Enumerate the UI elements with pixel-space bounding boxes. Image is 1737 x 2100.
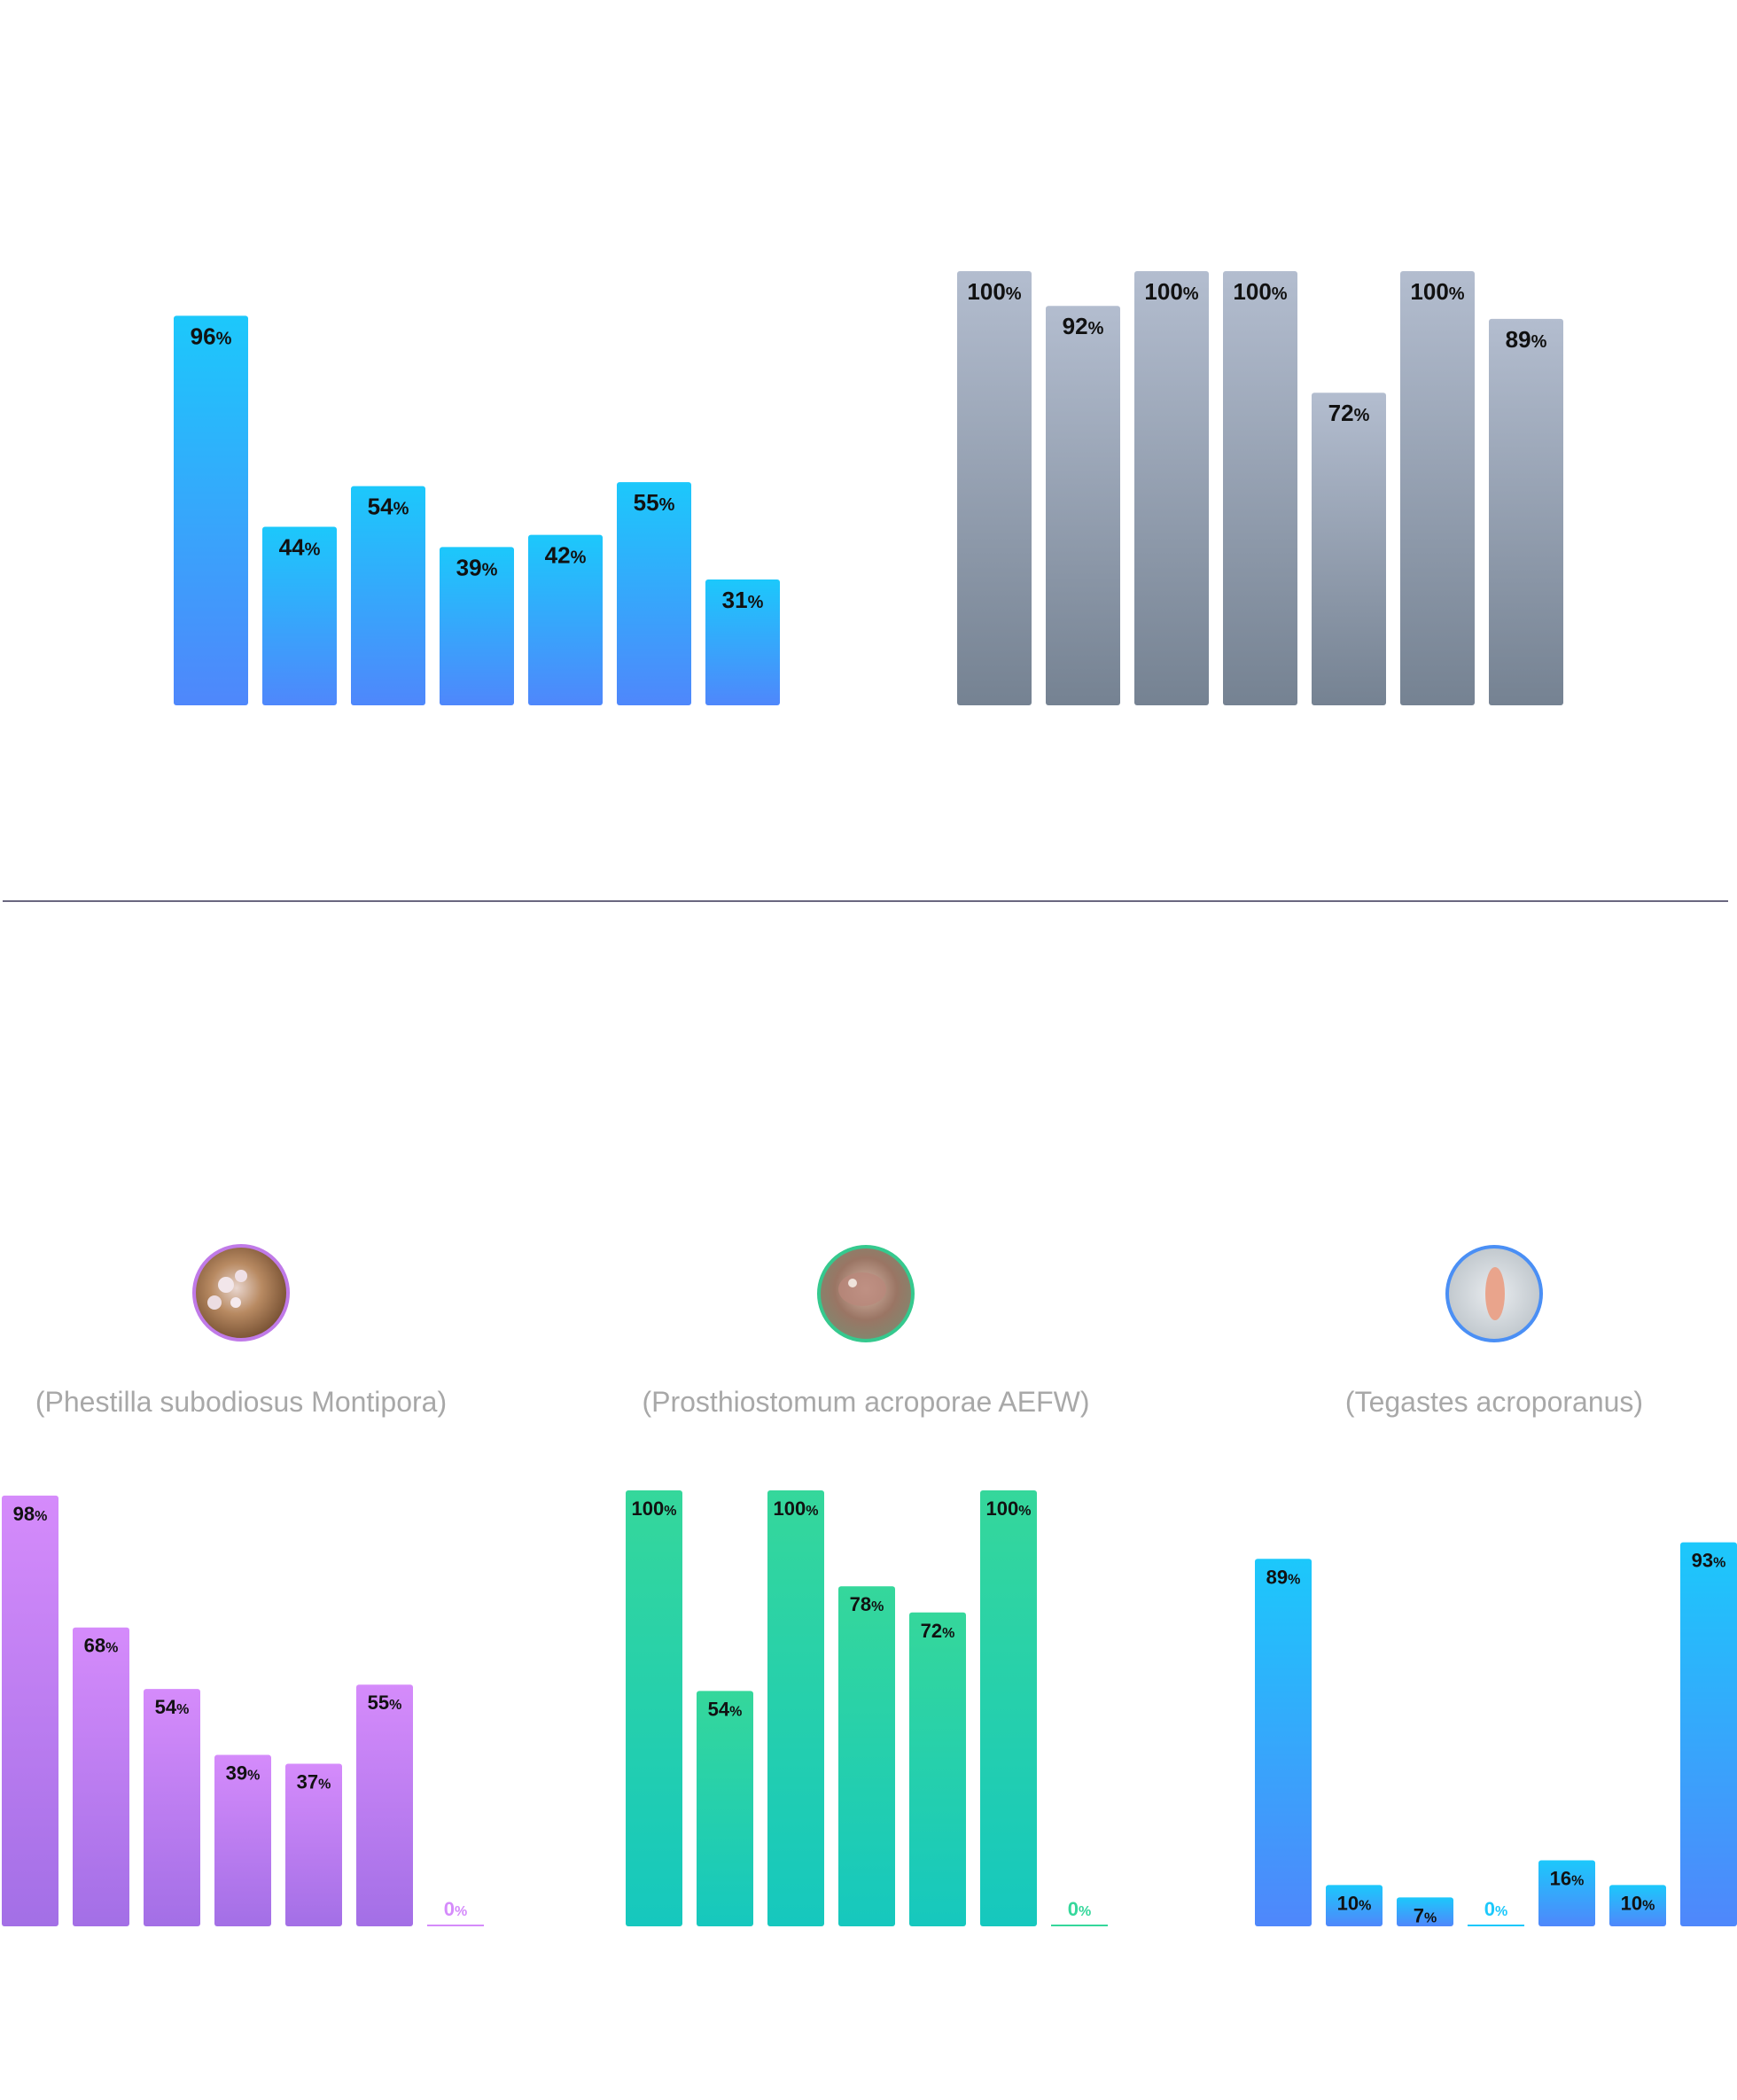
- bar: [1680, 1542, 1737, 1926]
- bar: [705, 579, 780, 705]
- bar: [356, 1684, 413, 1926]
- bar-chart-tegastes: 89% 10% 7% 0% 16% 10% 93%: [1255, 1542, 1737, 1926]
- bar: [617, 482, 691, 705]
- bar: [838, 1586, 895, 1926]
- bar: [214, 1754, 271, 1926]
- data-label: 100%: [967, 278, 1021, 305]
- data-label: 100%: [632, 1497, 677, 1520]
- bar: [697, 1691, 753, 1926]
- bar: [1400, 271, 1475, 705]
- bar-chart-phestilla: 98% 68% 54% 39% 37% 55% 0%: [2, 1495, 484, 1926]
- bar: [1134, 271, 1209, 705]
- species-caption-3: (Tegastes acroporanus): [1345, 1386, 1643, 1418]
- bar: [1255, 1559, 1312, 1926]
- data-label: 0%: [1068, 1898, 1091, 1920]
- bar: [73, 1627, 129, 1926]
- data-label: 7%: [1414, 1904, 1437, 1926]
- data-label: 10%: [1337, 1892, 1372, 1914]
- data-label: 100%: [1410, 278, 1464, 305]
- bar: [2, 1495, 58, 1926]
- data-label: 55%: [634, 489, 675, 516]
- bar: [1312, 393, 1386, 705]
- flatworm-photo-icon: [817, 1245, 915, 1342]
- data-label: 31%: [722, 587, 764, 613]
- bar-chart-top-left: 96% 44% 54% 39% 42% 55% 31%: [174, 315, 780, 705]
- copepod-photo-icon: [1445, 1245, 1543, 1342]
- data-label: 54%: [708, 1698, 743, 1720]
- bar: [980, 1490, 1037, 1926]
- bar: [174, 315, 248, 705]
- bar: [1223, 271, 1297, 705]
- data-label: 0%: [1484, 1898, 1507, 1920]
- data-label: 72%: [921, 1620, 955, 1642]
- data-label: 37%: [297, 1770, 331, 1793]
- bar-chart-prosthiostomum: 100% 54% 100% 78% 72% 100% 0%: [626, 1490, 1108, 1926]
- bar: [440, 547, 514, 705]
- species-caption-2: (Prosthiostomum acroporae AEFW): [642, 1386, 1089, 1418]
- bar: [351, 486, 425, 705]
- bar: [767, 1490, 824, 1926]
- data-label: 54%: [155, 1696, 190, 1718]
- bar: [1538, 1860, 1595, 1926]
- bar: [1397, 1897, 1453, 1926]
- data-label: 89%: [1506, 326, 1547, 353]
- species-caption-1: (Phestilla subodiosus Montipora): [35, 1386, 447, 1418]
- data-label: 10%: [1621, 1892, 1655, 1914]
- bar-chart-top-right: 100% 92% 100% 100% 72% 100% 89%: [957, 271, 1563, 705]
- data-label: 93%: [1692, 1550, 1726, 1572]
- data-label: 100%: [1144, 278, 1198, 305]
- data-label: 100%: [986, 1497, 1032, 1520]
- data-label: 96%: [191, 323, 232, 349]
- data-label: 42%: [545, 542, 587, 569]
- data-label: 98%: [13, 1503, 48, 1525]
- data-label: 68%: [84, 1635, 119, 1657]
- bar: [262, 526, 337, 705]
- bar: [1046, 306, 1120, 705]
- bar: [626, 1490, 682, 1926]
- data-label: 39%: [226, 1762, 261, 1785]
- data-label: 44%: [279, 533, 321, 560]
- data-label: 16%: [1550, 1867, 1585, 1889]
- bar: [285, 1763, 342, 1926]
- bar: [1609, 1885, 1666, 1926]
- data-label: 92%: [1063, 313, 1104, 339]
- bar: [144, 1689, 200, 1926]
- bar: [1326, 1885, 1383, 1926]
- bar: [957, 271, 1032, 705]
- data-label: 54%: [368, 494, 409, 520]
- data-label: 89%: [1266, 1566, 1301, 1588]
- bar: [528, 534, 603, 705]
- bar: [909, 1612, 966, 1926]
- data-label: 55%: [368, 1692, 402, 1714]
- data-label: 78%: [850, 1593, 884, 1615]
- nudibranch-photo-icon: [192, 1244, 290, 1342]
- data-label: 72%: [1328, 400, 1370, 426]
- bar: [1489, 318, 1563, 705]
- data-label: 39%: [456, 554, 498, 580]
- data-label: 0%: [444, 1898, 467, 1920]
- data-label: 100%: [774, 1497, 819, 1520]
- data-label: 100%: [1233, 278, 1287, 305]
